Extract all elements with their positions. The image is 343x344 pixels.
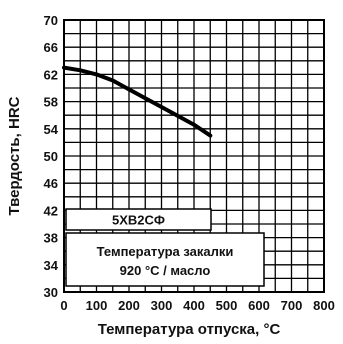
x-tick-label: 500 — [216, 298, 238, 313]
quench-temperature-label: Температура закалки — [97, 244, 234, 259]
plot-frame — [63, 19, 325, 293]
x-axis-ticks: 0 100 200 300 400 500 600 700 800 — [60, 298, 334, 313]
y-tick-label: 54 — [44, 122, 59, 137]
quench-medium-label: 920 °С / масло — [120, 263, 211, 278]
y-tick-label: 66 — [44, 40, 58, 55]
x-tick-label: 300 — [151, 298, 173, 313]
x-tick-label: 700 — [281, 298, 303, 313]
y-tick-label: 58 — [44, 95, 58, 110]
steel-grade-box-frame — [65, 208, 212, 231]
steel-grade-box: 5ХВ2СФ — [65, 208, 212, 231]
y-tick-label: 34 — [44, 258, 59, 273]
y-tick-label: 30 — [44, 285, 58, 300]
y-tick-label: 46 — [44, 176, 58, 191]
quench-conditions-box: Температура закалки 920 °С / масло — [65, 232, 265, 287]
y-tick-label: 38 — [44, 231, 58, 246]
x-tick-label: 600 — [248, 298, 270, 313]
x-tick-label: 100 — [86, 298, 108, 313]
y-tick-label: 50 — [44, 149, 58, 164]
y-tick-label: 70 — [44, 13, 58, 28]
x-tick-label: 0 — [60, 298, 67, 313]
x-tick-label: 800 — [313, 298, 335, 313]
y-tick-label: 42 — [44, 203, 58, 218]
x-tick-label: 200 — [118, 298, 140, 313]
steel-grade-label: 5ХВ2СФ — [112, 213, 165, 228]
x-axis-label: Температура отпуска, °С — [98, 321, 281, 338]
quench-box-frame — [65, 232, 265, 287]
hardness-curve — [62, 65, 213, 138]
x-tick-label: 400 — [183, 298, 205, 313]
y-tick-label: 62 — [44, 67, 58, 82]
y-axis-label: Твердость, HRC — [6, 96, 23, 215]
y-axis-ticks: 30 34 38 42 46 50 54 58 62 66 70 — [44, 13, 59, 300]
